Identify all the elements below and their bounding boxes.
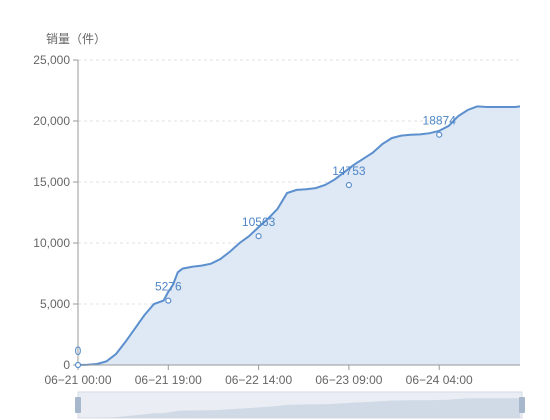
y-tick-label: 25,000 bbox=[33, 53, 70, 67]
x-tick-label: 06−21 19:00 bbox=[135, 373, 202, 387]
x-tick-label: 06−21 00:00 bbox=[44, 373, 111, 387]
y-tick-label: 5,000 bbox=[40, 297, 70, 311]
data-label: 18874 bbox=[423, 114, 457, 128]
y-ticks: 0 5,000 10,000 15,000 20,000 25,000 bbox=[33, 53, 78, 372]
x-tick-label: 06−22 14:00 bbox=[225, 373, 292, 387]
zoom-handle-left[interactable] bbox=[75, 397, 81, 413]
data-label: 10563 bbox=[242, 215, 276, 229]
data-label: 14753 bbox=[332, 164, 366, 178]
x-ticks: 06−21 00:00 06−21 19:00 06−22 14:00 06−23 0… bbox=[44, 365, 473, 387]
series-line bbox=[77, 105, 521, 366]
y-axis-label: 销量（件） bbox=[46, 32, 106, 46]
data-point bbox=[74, 361, 82, 369]
x-tick-label: 06−23 09:00 bbox=[315, 373, 382, 387]
data-zoom-slider[interactable] bbox=[75, 391, 525, 419]
data-point bbox=[436, 131, 443, 138]
data-label: 0 bbox=[75, 344, 82, 358]
data-point bbox=[345, 181, 353, 189]
data-point bbox=[165, 297, 172, 304]
zoom-slider-preview bbox=[78, 398, 520, 418]
series-area bbox=[78, 106, 520, 366]
data-point bbox=[255, 233, 262, 240]
data-label: 5276 bbox=[155, 280, 182, 294]
y-tick-label: 0 bbox=[63, 358, 70, 372]
y-tick-label: 10,000 bbox=[33, 236, 70, 250]
data-points: 0 5276 10563 14753 18874 bbox=[74, 114, 457, 369]
y-tick-label: 20,000 bbox=[33, 114, 70, 128]
y-tick-label: 15,000 bbox=[33, 175, 70, 189]
x-tick-label: 06−24 04:00 bbox=[406, 373, 473, 387]
zoom-handle-right[interactable] bbox=[519, 397, 525, 413]
